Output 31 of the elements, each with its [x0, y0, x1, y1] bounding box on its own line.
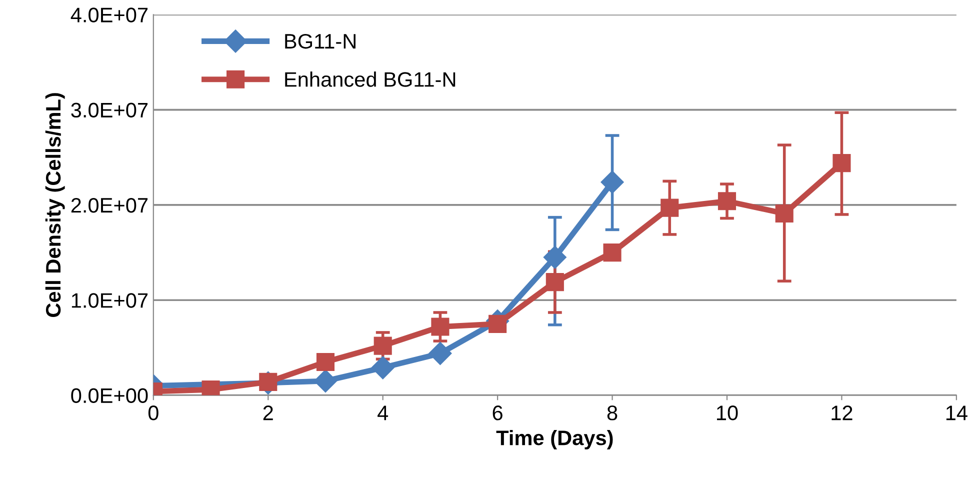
- y-tick-label: 0.0E+00: [71, 388, 148, 404]
- x-tick-label: 6: [492, 406, 502, 420]
- y-tick-label: 4.0E+07: [70, 8, 148, 22]
- x-tick-label: 8: [607, 406, 618, 420]
- x-tick-label: 4: [378, 406, 388, 420]
- x-tick-label: 14: [946, 406, 968, 420]
- x-tick-label: 12: [832, 406, 852, 420]
- point: [543, 246, 566, 269]
- x-axis-title: Time (Days): [496, 430, 613, 450]
- point: [431, 318, 450, 336]
- point: [600, 170, 624, 194]
- y-axis-title: Cell Density (Cells/mL): [45, 93, 65, 317]
- point: [546, 273, 564, 292]
- point: [374, 336, 392, 355]
- x-tick-label: 10: [717, 406, 738, 420]
- point: [775, 204, 794, 223]
- point: [371, 356, 394, 380]
- legend-label: Enhanced BG11-N: [285, 72, 456, 87]
- point: [316, 352, 335, 371]
- y-tick-label: 3.0E+07: [71, 102, 148, 118]
- point: [660, 198, 679, 217]
- point: [603, 244, 622, 262]
- x-tick-label: 0: [148, 406, 158, 420]
- point: [718, 192, 736, 210]
- point: [832, 154, 851, 172]
- point: [488, 314, 507, 333]
- x-tick-label: 2: [263, 406, 273, 420]
- point: [428, 342, 452, 365]
- y-tick-label: 2.0E+07: [71, 198, 148, 213]
- legend-label: BG11-N: [285, 34, 356, 49]
- y-tick-label: 1.0E+07: [72, 293, 148, 308]
